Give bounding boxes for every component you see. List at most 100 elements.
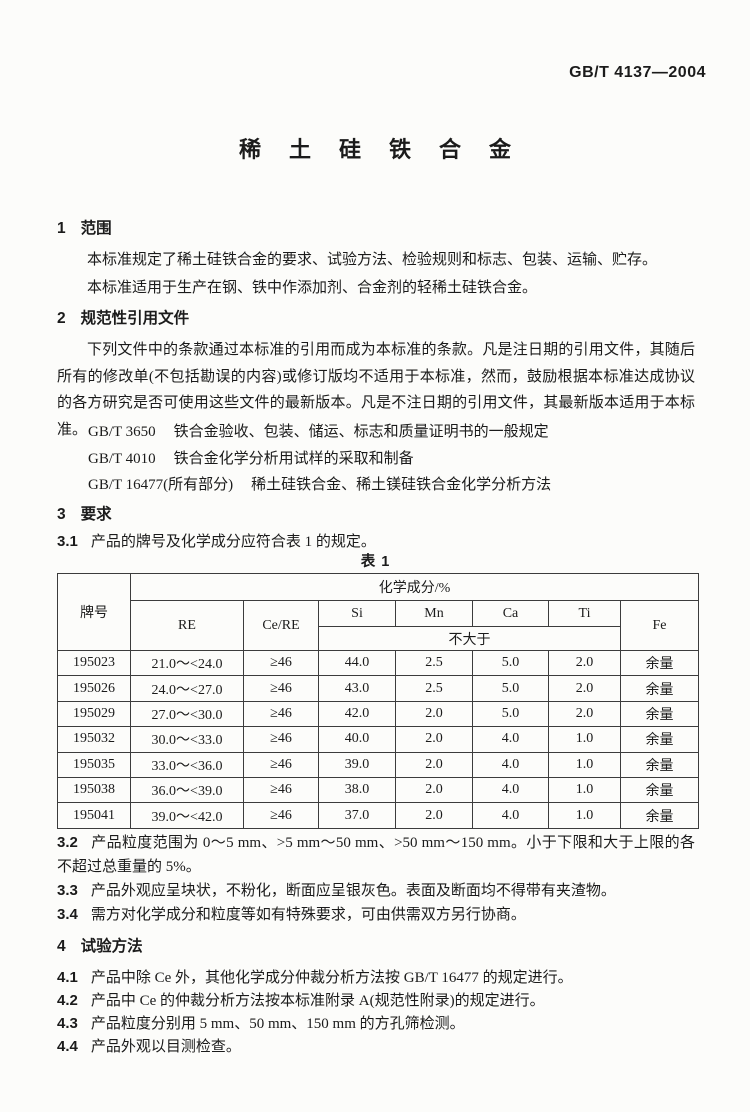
table-cell: 195029 (57, 700, 131, 728)
table-cell: 38.0 (318, 776, 396, 804)
table-cell: 5.0 (472, 675, 549, 702)
table-cell: ≥46 (243, 776, 319, 804)
table-cell: 余量 (619, 700, 700, 728)
section-number: 1 (57, 220, 66, 237)
table-row: 195032 30.0～<33.0 ≥46 40.0 2.0 4.0 1.0 余… (57, 726, 700, 753)
section-title: 要求 (80, 506, 112, 523)
table-cell: 余量 (619, 751, 700, 778)
clause-number: 4.4 (57, 1038, 78, 1055)
table-cell: 195041 (57, 802, 131, 829)
clause-number: 4.3 (57, 1015, 78, 1032)
table-cell: 2.0 (395, 802, 473, 829)
chemical-composition-table: 牌号 化学成分/% RE Ce/RE Si Mn Ca Ti Fe 不大于 19… (57, 573, 700, 829)
table-cell: 5.0 (472, 700, 549, 728)
standard-number: GB/T 4137—2004 (569, 64, 706, 81)
scope-paragraph-1: 本标准规定了稀土硅铁合金的要求、试验方法、检验规则和标志、包装、运输、贮存。 (87, 252, 658, 268)
clause-text: 产品的牌号及化学成分应符合表 1 的规定。 (90, 534, 376, 550)
table-row: 195041 39.0～<42.0 ≥46 37.0 2.0 4.0 1.0 余… (57, 802, 700, 829)
clause-text: 产品粒度分别用 5 mm、50 mm、150 mm 的方孔筛检测。 (90, 1016, 465, 1032)
table-cell: 195023 (57, 649, 131, 677)
section-title: 规范性引用文件 (80, 310, 190, 327)
clause-text: 需方对化学成分和粒度等如有特殊要求，可由供需双方另行协商。 (90, 907, 526, 923)
table-cell: 30.0～<33.0 (130, 726, 244, 753)
col-header-ce-re: Ce/RE (243, 600, 319, 651)
table-row: 195035 33.0～<36.0 ≥46 39.0 2.0 4.0 1.0 余… (57, 751, 700, 778)
table-cell: 39.0～<42.0 (130, 802, 244, 829)
table-header-row: RE Ce/RE Si Mn Ca Ti Fe (58, 600, 700, 651)
section-heading-normative-references: 2 规范性引用文件 (57, 306, 695, 328)
table-cell: ≥46 (243, 751, 319, 778)
clause-number: 3.1 (57, 533, 78, 550)
table-cell: 5.0 (472, 649, 549, 677)
section-heading-test-methods: 4 试验方法 (57, 934, 695, 956)
reference-item: GB/T 16477(所有部分) 稀土硅铁合金、稀土镁硅铁合金化学分析方法 (88, 473, 695, 494)
document-title: 稀土硅铁合金 (238, 137, 539, 162)
table-cell: 2.0 (395, 751, 473, 778)
table-cell: 39.0 (318, 751, 396, 778)
table-cell: 36.0～<39.0 (130, 776, 244, 804)
reference-item: GB/T 3650 铁合金验收、包装、储运、标志和质量证明书的一般规定 (88, 420, 695, 441)
reference-code: GB/T 4010 (88, 451, 156, 467)
table-cell: ≥46 (243, 726, 319, 753)
table-header-row: 不大于 (58, 626, 699, 651)
col-header-re: RE (130, 600, 244, 651)
clause-4-1: 4.1 产品中除 Ce 外，其他化学成分仲裁分析方法按 GB/T 16477 的规… (57, 966, 695, 990)
table-cell: 1.0 (548, 802, 621, 829)
table-cell: 余量 (619, 776, 700, 804)
clause-text: 产品外观以目测检查。 (90, 1039, 241, 1055)
clause-number: 3.2 (57, 834, 78, 851)
table-cell: 2.5 (395, 675, 473, 702)
table-cell: 33.0～<36.0 (130, 751, 244, 778)
table-caption: 表1 (0, 550, 750, 571)
table-cell: 余量 (619, 802, 700, 829)
section-title: 试验方法 (80, 938, 143, 955)
table-cell: 余量 (619, 726, 700, 753)
table-cell: 195035 (57, 751, 131, 778)
table-cell: 1.0 (548, 751, 621, 778)
col-header-fe: Fe (619, 600, 700, 651)
table-cell: 余量 (619, 649, 700, 677)
clause-number: 3.3 (57, 882, 78, 899)
section-title: 范围 (80, 220, 112, 237)
table-caption-label: 表 (360, 554, 382, 570)
reference-code: GB/T 3650 (88, 424, 156, 440)
table-cell: 195032 (57, 726, 131, 753)
clause-text: 产品中除 Ce 外，其他化学成分仲裁分析方法按 GB/T 16477 的规定进行… (90, 970, 573, 986)
reference-title: 铁合金验收、包装、储运、标志和质量证明书的一般规定 (173, 424, 549, 440)
col-header-chemical-composition: 化学成分/% (129, 573, 700, 601)
scope-paragraph-2: 本标准适用于生产在钢、铁中作添加剂、合金剂的轻稀土硅铁合金。 (87, 280, 538, 296)
table-cell: 4.0 (472, 776, 549, 804)
table-caption-number: 1 (381, 554, 390, 570)
reference-title: 铁合金化学分析用试样的采取和制备 (173, 451, 414, 467)
clause-4-3: 4.3 产品粒度分别用 5 mm、50 mm、150 mm 的方孔筛检测。 (57, 1012, 695, 1036)
col-header-ca: Ca (472, 600, 549, 627)
clause-text: 产品中 Ce 的仲裁分析方法按本标准附录 A(规范性附录)的规定进行。 (90, 993, 545, 1009)
clause-3-1: 3.1 产品的牌号及化学成分应符合表 1 的规定。 (57, 530, 695, 554)
table-row: 195038 36.0～<39.0 ≥46 38.0 2.0 4.0 1.0 余… (57, 776, 700, 804)
table-header-row: 牌号 化学成分/% (57, 573, 700, 651)
table-cell: 2.0 (548, 675, 621, 702)
col-header-brand: 牌号 (57, 573, 131, 651)
clause-text: 产品外观应呈块状，不粉化，断面应呈银灰色。表面及断面均不得带有夹渣物。 (90, 883, 616, 899)
table-cell: 2.0 (395, 776, 473, 804)
table-cell: 2.0 (548, 700, 621, 728)
section-number: 4 (57, 938, 66, 955)
clause-4-4: 4.4 产品外观以目测检查。 (57, 1035, 695, 1059)
section-number: 3 (57, 506, 66, 523)
table-cell: 195026 (57, 675, 131, 702)
col-header-mn: Mn (395, 600, 473, 627)
col-header-si: Si (318, 600, 396, 627)
table-cell: 42.0 (318, 700, 396, 728)
col-header-ti: Ti (548, 600, 621, 627)
table-row: 195029 27.0～<30.0 ≥46 42.0 2.0 5.0 2.0 余… (57, 700, 700, 728)
table-cell: 1.0 (548, 776, 621, 804)
clause-text: 产品粒度范围为 0～5 mm、>5 mm～50 mm、>50 mm～150 mm… (57, 835, 695, 875)
table-cell: 4.0 (472, 726, 549, 753)
clause-3-2: 3.2 产品粒度范围为 0～5 mm、>5 mm～50 mm、>50 mm～150… (57, 831, 695, 879)
table-row: 195023 21.0～<24.0 ≥46 44.0 2.5 5.0 2.0 余… (57, 649, 700, 677)
reference-title: 稀土硅铁合金、稀土镁硅铁合金化学分析方法 (251, 477, 552, 493)
section-number: 2 (57, 310, 66, 327)
table-cell: 2.0 (395, 700, 473, 728)
table-cell: 44.0 (318, 649, 396, 677)
